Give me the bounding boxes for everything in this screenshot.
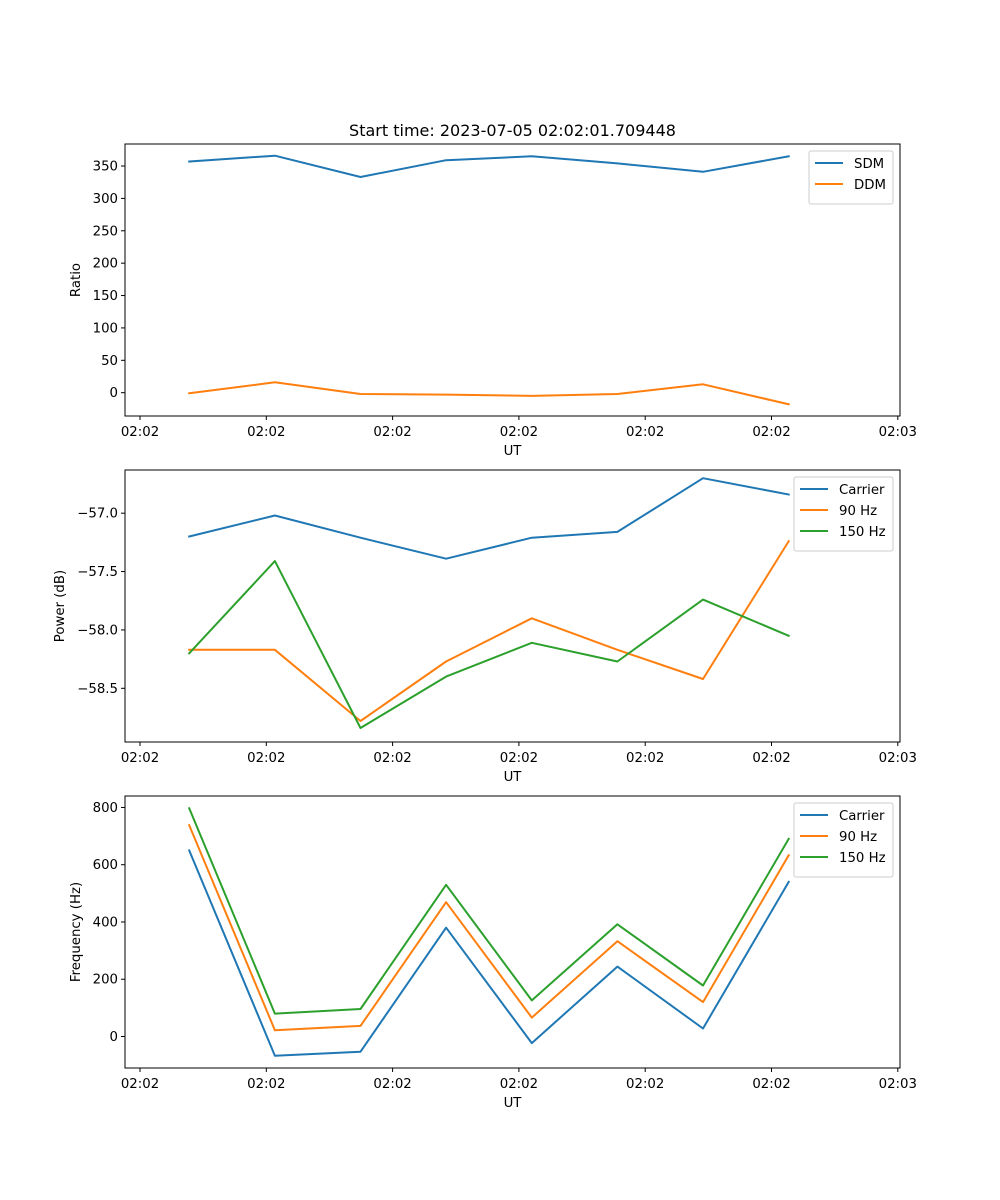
- legend-box: [793, 476, 894, 552]
- x-tick-label: 02:02: [247, 751, 285, 766]
- plots: 02:02 02:02 02:02 02:02 02:02 02:02 02:03 0 50 10…: [53, 143, 917, 1111]
- series-line-ddm: [188, 381, 790, 406]
- legend-box: [793, 802, 894, 878]
- series-line-carrier: [187, 849, 791, 1057]
- x-axis-label: UT: [504, 444, 523, 459]
- x-tick-label: 02:03: [879, 1077, 917, 1092]
- y-tick-label: 200: [93, 973, 118, 988]
- x-tick-label: 02:02: [500, 751, 538, 766]
- legend-box: [808, 150, 894, 205]
- series-line-carrier: [187, 477, 790, 560]
- y-tick-label: 100: [93, 321, 118, 336]
- x-tick-label: 02:02: [752, 425, 790, 440]
- y-tick-label: 0: [110, 386, 118, 401]
- x-tick-label: 02:03: [879, 425, 917, 440]
- legend-label: Carrier: [839, 809, 885, 824]
- x-tick-label: 02:02: [752, 751, 790, 766]
- legend: Carrier 90 Hz 150 Hz: [793, 476, 894, 552]
- x-tick-label: 02:03: [879, 751, 917, 766]
- y-tick-label: 600: [93, 858, 118, 873]
- y-tick-label: −58.0: [77, 623, 118, 638]
- x-tick-label: 02:02: [121, 751, 159, 766]
- legend-label: 90 Hz: [839, 830, 877, 845]
- x-tick-label: 02:02: [121, 425, 159, 440]
- y-tick-label: 400: [93, 915, 118, 930]
- y-tick-label: 0: [110, 1030, 118, 1045]
- x-tick-label: 02:02: [373, 1077, 411, 1092]
- legend-label: SDM: [854, 157, 884, 172]
- y-axis-label: Frequency (Hz): [69, 882, 84, 982]
- chart-title: Start time: 2023-07-05 02:02:01.709448: [349, 121, 676, 140]
- subplot-2: 02:02 02:02 02:02 02:02 02:02 02:02 02:03 −57.0…: [53, 469, 917, 785]
- legend-label: Carrier: [839, 483, 885, 498]
- x-tick-label: 02:02: [500, 1077, 538, 1092]
- y-tick-label: 50: [101, 354, 118, 369]
- x-tick-label: 02:02: [373, 425, 411, 440]
- y-axis-label: Power (dB): [53, 570, 68, 642]
- y-tick-label: 350: [93, 160, 118, 175]
- x-tick-label: 02:02: [626, 1077, 664, 1092]
- x-tick-label: 02:02: [373, 751, 411, 766]
- legend-label: 150 Hz: [839, 525, 886, 540]
- series-line-sdm: [188, 154, 790, 178]
- series-line-150-hz: [187, 806, 791, 1015]
- x-axis-label: UT: [504, 1096, 523, 1111]
- y-axis-label: Ratio: [69, 263, 84, 297]
- y-tick-label: 300: [93, 192, 118, 207]
- y-tick-label: 200: [93, 257, 118, 272]
- y-tick-label: −57.0: [77, 507, 118, 522]
- axes-frame: [124, 795, 901, 1069]
- subplot-1: 02:02 02:02 02:02 02:02 02:02 02:02 02:03 0 50 10…: [69, 143, 917, 459]
- axes-frame: [124, 143, 901, 417]
- y-tick-label: 800: [93, 801, 118, 816]
- series-line-90-hz: [188, 539, 791, 722]
- x-axis-label: UT: [504, 770, 523, 785]
- y-tick-label: −57.5: [77, 565, 118, 580]
- x-tick-label: 02:02: [500, 425, 538, 440]
- series-line-90-hz: [187, 823, 791, 1032]
- subplot-3: 02:02 02:02 02:02 02:02 02:02 02:02 02:03 0 200 4…: [69, 795, 917, 1111]
- y-tick-label: 150: [93, 289, 118, 304]
- axes-frame: [124, 469, 901, 743]
- legend-label: 150 Hz: [839, 851, 886, 866]
- x-tick-label: 02:02: [626, 751, 664, 766]
- y-tick-label: 250: [93, 224, 118, 239]
- x-tick-label: 02:02: [247, 425, 285, 440]
- y-tick-label: −58.5: [77, 682, 118, 697]
- legend-label: DDM: [854, 178, 886, 193]
- legend: Carrier 90 Hz 150 Hz: [793, 802, 894, 878]
- x-tick-label: 02:02: [247, 1077, 285, 1092]
- x-tick-label: 02:02: [121, 1077, 159, 1092]
- x-tick-label: 02:02: [626, 425, 664, 440]
- legend: SDM DDM: [808, 150, 894, 205]
- legend-label: 90 Hz: [839, 504, 877, 519]
- series-line-150-hz: [187, 560, 791, 729]
- x-tick-label: 02:02: [752, 1077, 790, 1092]
